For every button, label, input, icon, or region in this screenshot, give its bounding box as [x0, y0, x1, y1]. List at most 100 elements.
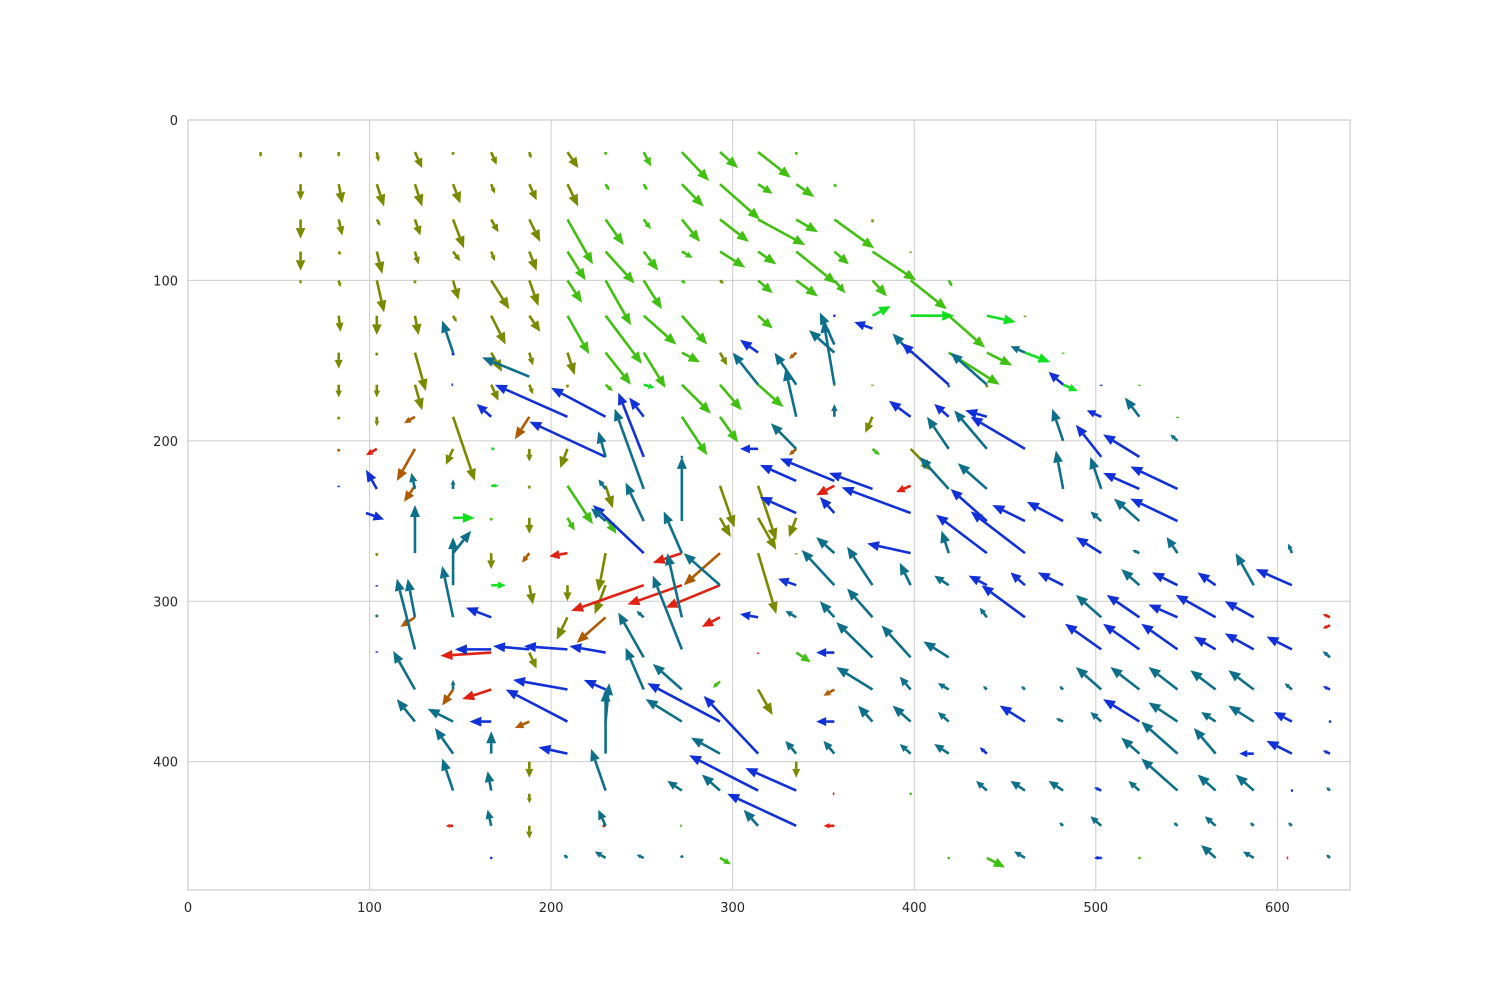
vector-head	[1322, 650, 1329, 657]
vector-arrow	[295, 219, 306, 239]
vector-arrow	[295, 251, 306, 271]
vector-shaft	[1002, 509, 1026, 523]
vector-shaft	[1325, 653, 1331, 659]
vector-shaft	[691, 560, 721, 587]
vector-head	[336, 486, 341, 488]
vector-head	[559, 455, 569, 469]
vector-head	[1099, 385, 1104, 387]
vector-head	[1148, 667, 1162, 679]
vector-head	[1287, 543, 1293, 550]
vector-head	[591, 508, 603, 519]
vector-head	[761, 317, 773, 329]
vector-shaft	[528, 384, 533, 390]
vector-shaft	[1326, 751, 1331, 755]
vector-arrow	[757, 314, 773, 329]
vector-head	[1090, 816, 1099, 825]
vector-head	[899, 562, 910, 576]
vector-arrow	[528, 384, 534, 395]
vector-head	[396, 468, 408, 481]
vector-head	[816, 717, 827, 727]
vector-shaft	[1203, 641, 1217, 651]
vector-shaft	[1157, 707, 1179, 723]
vector-arrow	[652, 663, 683, 691]
vector-shaft	[680, 279, 685, 283]
vector-arrow	[566, 352, 576, 376]
vector-shaft	[452, 651, 492, 657]
vector-shaft	[643, 383, 649, 388]
vector-head	[682, 280, 686, 284]
vector-arrow	[1086, 410, 1102, 418]
vector-head	[484, 771, 495, 783]
vector-arrow	[566, 517, 575, 531]
vector-shaft	[770, 500, 797, 515]
vector-arrow	[440, 650, 492, 661]
vector-head	[723, 858, 731, 865]
vector-shaft	[1082, 433, 1103, 458]
vector-arrow	[450, 679, 456, 690]
vector-head	[404, 490, 415, 502]
vector-shaft	[897, 406, 912, 418]
vector-shaft	[413, 352, 424, 380]
vector-dot	[909, 792, 912, 796]
vector-arrow	[334, 352, 343, 369]
vector-head	[376, 221, 381, 226]
vector-head	[999, 355, 1013, 366]
vector-shaft	[976, 412, 988, 419]
vector-head	[870, 220, 875, 223]
vector-arrow	[847, 546, 874, 586]
vector-head	[455, 235, 465, 249]
vector-arrow	[719, 218, 750, 242]
vector-arrow	[833, 218, 875, 249]
vector-head	[857, 705, 870, 718]
vector-arrow	[528, 652, 537, 669]
vector-shaft	[817, 337, 836, 354]
vector-shaft	[757, 218, 796, 241]
vector-head	[563, 592, 572, 602]
vector-shaft	[932, 646, 950, 659]
vector-arrow	[374, 553, 379, 557]
vector-arrow	[514, 416, 531, 440]
vector-arrow	[625, 482, 645, 522]
vector-head	[774, 352, 786, 366]
vector-arrow	[450, 479, 456, 489]
vector-arrow	[999, 705, 1026, 723]
vector-shaft	[1047, 576, 1064, 587]
vector-head	[568, 156, 579, 169]
vector-arrow	[757, 218, 806, 246]
vector-arrow	[770, 423, 798, 450]
vector-arrow	[604, 351, 632, 385]
vector-shaft	[566, 218, 589, 255]
vector-arrow	[919, 456, 950, 490]
vector-arrow	[604, 218, 624, 246]
vector-head	[1239, 750, 1248, 758]
vector-shaft	[795, 279, 810, 291]
vector-head	[590, 748, 600, 762]
vector-arrow	[801, 549, 836, 587]
vector-arrow	[979, 747, 988, 755]
vector-shaft	[1149, 728, 1179, 755]
vector-shaft	[522, 720, 530, 726]
vector-arrow	[794, 553, 799, 555]
vector-arrow	[833, 250, 849, 265]
vector-shaft	[635, 406, 645, 418]
vector-head	[836, 667, 850, 678]
vector-arrow	[680, 218, 701, 242]
vector-head	[1003, 314, 1016, 325]
vector-head	[870, 385, 875, 387]
vector-head	[1322, 624, 1328, 629]
vector-head	[1322, 750, 1328, 755]
vector-shaft	[871, 250, 907, 275]
vector-arrow	[442, 688, 455, 706]
vector-arrow	[522, 552, 531, 563]
vector-arrow	[1175, 416, 1180, 419]
vector-arrow	[490, 351, 503, 372]
vector-shaft	[1289, 823, 1293, 827]
vector-head	[594, 851, 603, 858]
vector-shaft	[642, 250, 653, 262]
vector-shaft	[1009, 710, 1026, 723]
vector-arrow	[1288, 822, 1293, 827]
vector-shaft	[888, 633, 912, 659]
vector-head	[1322, 686, 1328, 690]
vector-shaft	[1112, 704, 1141, 723]
vector-arrow	[1197, 774, 1217, 792]
